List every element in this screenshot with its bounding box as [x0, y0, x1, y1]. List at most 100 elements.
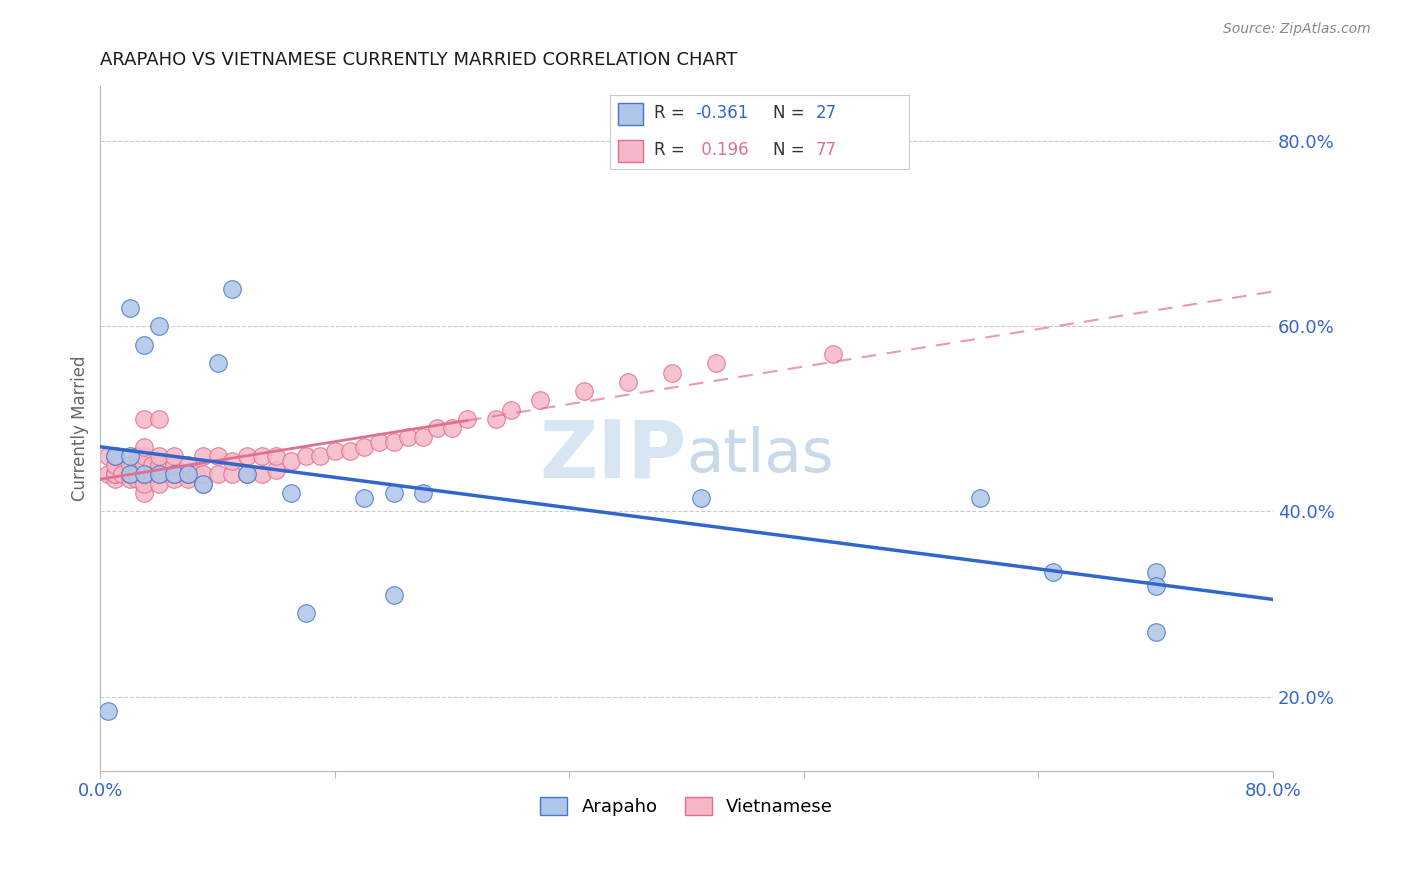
Point — [264, 463, 287, 477]
Point — [412, 486, 434, 500]
Point — [396, 430, 419, 444]
Point — [134, 463, 156, 477]
Point — [134, 458, 156, 472]
Point — [148, 463, 170, 477]
Point — [148, 467, 170, 482]
Point — [207, 449, 229, 463]
Point — [177, 472, 200, 486]
Point — [177, 458, 200, 472]
Point — [280, 453, 302, 467]
Point — [309, 449, 332, 463]
Point — [125, 467, 148, 482]
Point — [184, 467, 207, 482]
Point — [353, 491, 375, 505]
Point — [221, 453, 243, 467]
Point — [1144, 578, 1167, 592]
Point — [382, 435, 405, 450]
Point — [104, 449, 127, 463]
Point — [456, 412, 478, 426]
Point — [236, 467, 259, 482]
Point — [221, 282, 243, 296]
Point — [118, 467, 141, 482]
Point — [236, 449, 259, 463]
Point — [163, 472, 186, 486]
Point — [617, 375, 640, 389]
Point — [148, 476, 170, 491]
Point — [1042, 565, 1064, 579]
Point — [118, 301, 141, 315]
Point — [125, 472, 148, 486]
Point — [382, 588, 405, 602]
Point — [207, 356, 229, 370]
Point — [177, 467, 200, 482]
Point — [134, 467, 156, 482]
Point — [118, 467, 141, 482]
Point — [294, 607, 316, 621]
Point — [323, 444, 346, 458]
Point — [97, 704, 120, 718]
Point — [382, 486, 405, 500]
Point — [236, 467, 259, 482]
Point — [125, 458, 148, 472]
Point — [191, 476, 214, 491]
Point — [118, 472, 141, 486]
Point — [134, 486, 156, 500]
Point — [1144, 624, 1167, 639]
Point — [191, 449, 214, 463]
Text: Source: ZipAtlas.com: Source: ZipAtlas.com — [1223, 22, 1371, 37]
Point — [118, 458, 141, 472]
Point — [367, 435, 389, 450]
Point — [572, 384, 595, 398]
Point — [163, 458, 186, 472]
Point — [294, 449, 316, 463]
Point — [148, 467, 170, 482]
Point — [250, 467, 273, 482]
Point — [353, 440, 375, 454]
Point — [134, 338, 156, 352]
Point — [441, 421, 464, 435]
Point — [499, 402, 522, 417]
Point — [704, 356, 727, 370]
Point — [141, 467, 163, 482]
Point — [264, 449, 287, 463]
Text: atlas: atlas — [686, 426, 834, 485]
Point — [177, 467, 200, 482]
Point — [118, 467, 141, 482]
Point — [661, 366, 683, 380]
Point — [97, 467, 120, 482]
Point — [118, 449, 141, 463]
Point — [134, 476, 156, 491]
Point — [163, 467, 186, 482]
Point — [134, 449, 156, 463]
Point — [529, 393, 551, 408]
Point — [134, 467, 156, 482]
Point — [134, 467, 156, 482]
Point — [339, 444, 361, 458]
Point — [191, 467, 214, 482]
Point — [104, 467, 127, 482]
Point — [111, 467, 134, 482]
Point — [104, 449, 127, 463]
Point — [141, 458, 163, 472]
Point — [969, 491, 991, 505]
Point — [1144, 565, 1167, 579]
Point — [97, 449, 120, 463]
Point — [280, 486, 302, 500]
Text: ARAPAHO VS VIETNAMESE CURRENTLY MARRIED CORRELATION CHART: ARAPAHO VS VIETNAMESE CURRENTLY MARRIED … — [100, 51, 738, 69]
Point — [125, 449, 148, 463]
Y-axis label: Currently Married: Currently Married — [72, 355, 89, 500]
Point — [104, 458, 127, 472]
Point — [690, 491, 713, 505]
Point — [426, 421, 449, 435]
Point — [104, 472, 127, 486]
Point — [104, 467, 127, 482]
Point — [823, 347, 845, 361]
Text: ZIP: ZIP — [540, 417, 686, 494]
Point — [148, 319, 170, 334]
Point — [250, 449, 273, 463]
Point — [191, 476, 214, 491]
Point — [134, 440, 156, 454]
Point — [485, 412, 508, 426]
Point — [177, 467, 200, 482]
Point — [221, 467, 243, 482]
